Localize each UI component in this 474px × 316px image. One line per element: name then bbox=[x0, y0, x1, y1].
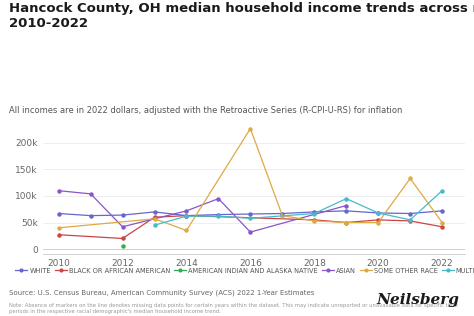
ASIAN bbox=[344, 204, 349, 207]
WHITE bbox=[56, 212, 62, 216]
ASIAN bbox=[56, 189, 62, 192]
WHITE bbox=[407, 212, 413, 216]
BLACK OR AFRICAN AMERICAN bbox=[439, 225, 445, 229]
Text: Neilsberg: Neilsberg bbox=[377, 293, 460, 307]
Text: Hancock County, OH median household income trends across races,
2010-2022: Hancock County, OH median household inco… bbox=[9, 2, 474, 30]
BLACK OR AFRICAN AMERICAN bbox=[375, 218, 381, 222]
Line: MULTIRACIAL: MULTIRACIAL bbox=[153, 189, 444, 227]
ASIAN bbox=[120, 225, 126, 229]
BLACK OR AFRICAN AMERICAN bbox=[344, 221, 349, 224]
SOME OTHER RACE bbox=[311, 219, 317, 223]
WHITE bbox=[183, 214, 189, 217]
MULTIRACIAL bbox=[152, 223, 157, 227]
Line: SOME OTHER RACE: SOME OTHER RACE bbox=[57, 127, 444, 232]
WHITE bbox=[375, 211, 381, 215]
Line: WHITE: WHITE bbox=[57, 209, 444, 217]
BLACK OR AFRICAN AMERICAN bbox=[120, 237, 126, 240]
WHITE bbox=[152, 210, 157, 214]
SOME OTHER RACE bbox=[375, 221, 381, 224]
SOME OTHER RACE bbox=[280, 214, 285, 217]
SOME OTHER RACE bbox=[183, 228, 189, 232]
WHITE bbox=[439, 209, 445, 213]
SOME OTHER RACE bbox=[344, 221, 349, 224]
ASIAN bbox=[247, 230, 253, 234]
BLACK OR AFRICAN AMERICAN bbox=[311, 218, 317, 222]
MULTIRACIAL bbox=[439, 189, 445, 192]
Line: BLACK OR AFRICAN AMERICAN: BLACK OR AFRICAN AMERICAN bbox=[57, 214, 444, 240]
ASIAN bbox=[216, 197, 221, 201]
Line: ASIAN: ASIAN bbox=[57, 189, 348, 234]
BLACK OR AFRICAN AMERICAN bbox=[152, 215, 157, 219]
MULTIRACIAL bbox=[247, 216, 253, 220]
ASIAN bbox=[88, 192, 93, 196]
WHITE bbox=[216, 213, 221, 216]
MULTIRACIAL bbox=[344, 197, 349, 201]
MULTIRACIAL bbox=[407, 218, 413, 222]
BLACK OR AFRICAN AMERICAN bbox=[56, 233, 62, 237]
WHITE bbox=[120, 213, 126, 217]
SOME OTHER RACE bbox=[56, 226, 62, 230]
Text: All incomes are in 2022 dollars, adjusted with the Retroactive Series (R-CPI-U-R: All incomes are in 2022 dollars, adjuste… bbox=[9, 106, 403, 115]
WHITE bbox=[88, 214, 93, 217]
WHITE bbox=[247, 212, 253, 216]
ASIAN bbox=[183, 209, 189, 213]
BLACK OR AFRICAN AMERICAN bbox=[407, 219, 413, 223]
WHITE bbox=[344, 209, 349, 213]
Text: Source: U.S. Census Bureau, American Community Survey (ACS) 2022 1-Year Estimate: Source: U.S. Census Bureau, American Com… bbox=[9, 289, 315, 296]
SOME OTHER RACE bbox=[439, 221, 445, 224]
MULTIRACIAL bbox=[216, 214, 221, 218]
MULTIRACIAL bbox=[375, 211, 381, 215]
MULTIRACIAL bbox=[311, 212, 317, 216]
MULTIRACIAL bbox=[183, 214, 189, 218]
SOME OTHER RACE bbox=[152, 217, 157, 221]
BLACK OR AFRICAN AMERICAN bbox=[183, 214, 189, 217]
SOME OTHER RACE bbox=[407, 177, 413, 180]
WHITE bbox=[311, 210, 317, 214]
SOME OTHER RACE bbox=[247, 127, 253, 131]
WHITE bbox=[280, 212, 285, 216]
Text: Note: Absence of markers on the line denotes missing data points for certain yea: Note: Absence of markers on the line den… bbox=[9, 303, 458, 313]
Legend: WHITE, BLACK OR AFRICAN AMERICAN, AMERICAN INDIAN AND ALASKA NATIVE, ASIAN, SOME: WHITE, BLACK OR AFRICAN AMERICAN, AMERIC… bbox=[13, 265, 474, 276]
